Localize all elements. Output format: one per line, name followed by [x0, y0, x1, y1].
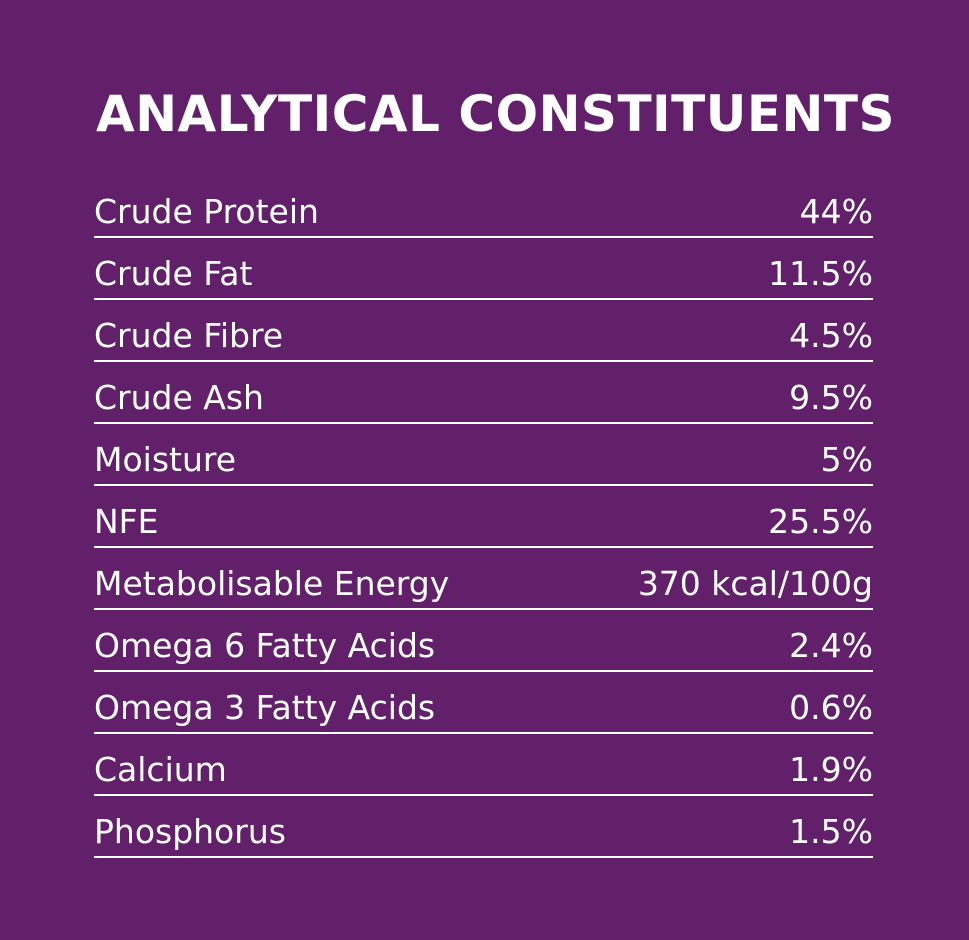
row-value: 9.5%	[789, 378, 873, 417]
row-label: NFE	[94, 502, 159, 541]
table-row: Metabolisable Energy 370 kcal/100g	[94, 550, 873, 610]
row-value: 11.5%	[768, 254, 873, 293]
table-row: Crude Ash 9.5%	[94, 364, 873, 424]
row-value: 1.9%	[789, 750, 873, 789]
row-value: 25.5%	[768, 502, 873, 541]
constituents-table: Crude Protein 44% Crude Fat 11.5% Crude …	[94, 178, 873, 860]
table-row: Crude Protein 44%	[94, 178, 873, 238]
page-title: ANALYTICAL CONSTITUENTS	[96, 85, 895, 143]
table-row: Phosphorus 1.5%	[94, 798, 873, 858]
row-label: Crude Ash	[94, 378, 264, 417]
row-value: 44%	[799, 192, 873, 231]
table-row: Moisture 5%	[94, 426, 873, 486]
row-label: Crude Fibre	[94, 316, 284, 355]
row-value: 370 kcal/100g	[637, 564, 873, 603]
row-label: Omega 6 Fatty Acids	[94, 626, 436, 665]
table-row: Crude Fat 11.5%	[94, 240, 873, 300]
row-label: Crude Protein	[94, 192, 319, 231]
table-row: Crude Fibre 4.5%	[94, 302, 873, 362]
row-value: 2.4%	[789, 626, 873, 665]
row-value: 0.6%	[789, 688, 873, 727]
row-label: Metabolisable Energy	[94, 564, 450, 603]
row-value: 4.5%	[789, 316, 873, 355]
table-row: Calcium 1.9%	[94, 736, 873, 796]
table-row: NFE 25.5%	[94, 488, 873, 548]
row-label: Phosphorus	[94, 812, 286, 851]
row-value: 5%	[820, 440, 873, 479]
row-label: Omega 3 Fatty Acids	[94, 688, 436, 727]
row-value: 1.5%	[789, 812, 873, 851]
table-row: Omega 6 Fatty Acids 2.4%	[94, 612, 873, 672]
row-label: Moisture	[94, 440, 237, 479]
row-label: Calcium	[94, 750, 227, 789]
table-row: Omega 3 Fatty Acids 0.6%	[94, 674, 873, 734]
row-label: Crude Fat	[94, 254, 253, 293]
